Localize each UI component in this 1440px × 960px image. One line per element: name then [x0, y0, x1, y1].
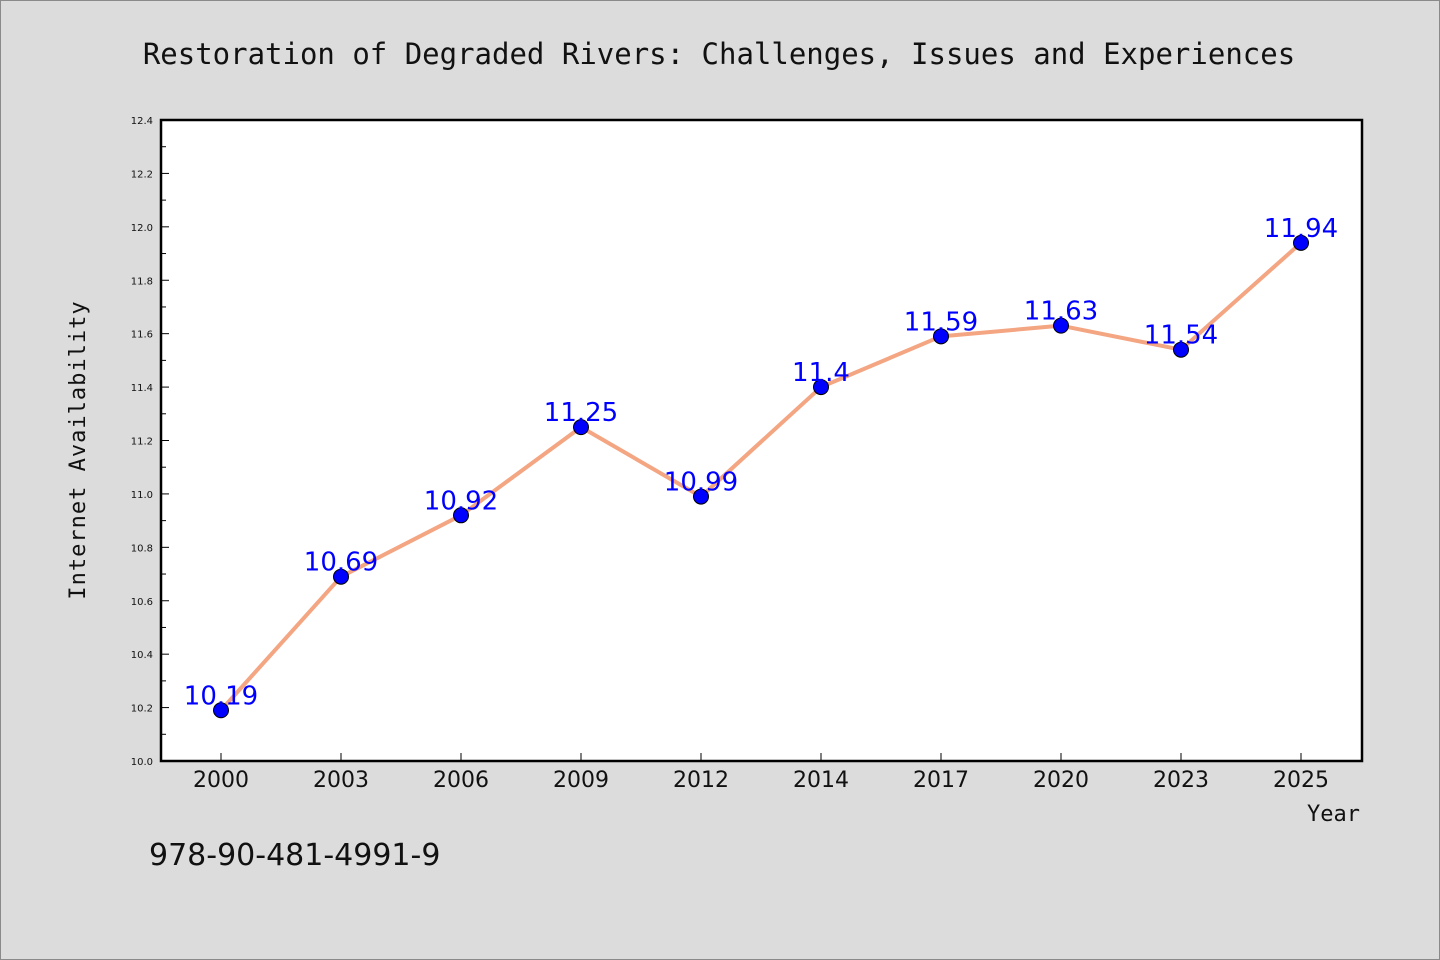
- y-tick-label: 12.2: [131, 169, 153, 180]
- isbn-text: 978-90-481-4991-9: [149, 838, 440, 873]
- data-point: [573, 419, 589, 436]
- data-point: [693, 488, 709, 505]
- x-tick-label: 2025: [1273, 768, 1329, 793]
- data-label: 11.25: [544, 398, 618, 428]
- series-line: [219, 241, 1303, 712]
- data-point: [933, 328, 949, 345]
- data-label: 10.19: [184, 681, 258, 711]
- data-label: 10.92: [424, 486, 498, 516]
- data-point: [1053, 317, 1069, 334]
- x-tick-label: 2009: [553, 768, 609, 793]
- data-point: [213, 702, 229, 719]
- y-axis: 10.0 10.2 10.4 10.6 10.8 11.0 11.2 11.4 11.6 11.8…: [131, 116, 169, 768]
- x-axis: 2000 2003 2006 2009 2012 2014 2017 2020 2023 2025: [193, 753, 1329, 793]
- data-label: 11.4: [792, 358, 850, 388]
- y-tick-label: 11.2: [131, 437, 153, 448]
- y-tick-label: 10.2: [131, 704, 153, 715]
- x-tick-label: 2012: [673, 768, 729, 793]
- y-axis-label: Internet Availability: [66, 300, 91, 599]
- data-series: 10.19 10.69 10.92 11.25 10.99 11.4 11.59 11.63 1…: [184, 214, 1338, 719]
- y-tick-label: 11.0: [131, 490, 153, 501]
- data-label: 11.94: [1264, 214, 1338, 244]
- y-tick-label: 10.8: [131, 543, 153, 554]
- y-tick-label: 11.8: [131, 276, 153, 287]
- data-point: [333, 568, 349, 585]
- x-tick-label: 2014: [793, 768, 849, 793]
- x-tick-label: 2023: [1153, 768, 1209, 793]
- data-point: [1293, 234, 1309, 251]
- x-tick-label: 2006: [433, 768, 489, 793]
- x-tick-label: 2020: [1033, 768, 1089, 793]
- y-tick-label: 10.0: [131, 757, 153, 768]
- y-tick-label: 11.6: [131, 330, 153, 341]
- data-point: [813, 379, 829, 396]
- data-label: 11.59: [904, 307, 978, 337]
- chart-title: Restoration of Degraded Rivers: Challeng…: [143, 37, 1295, 71]
- x-tick-label: 2000: [193, 768, 249, 793]
- x-tick-label: 2017: [913, 768, 969, 793]
- data-label: 11.63: [1024, 297, 1098, 327]
- data-point: [1173, 341, 1189, 358]
- y-tick-label: 11.4: [131, 383, 153, 394]
- y-tick-label: 10.4: [131, 650, 153, 661]
- x-tick-label: 2003: [313, 768, 369, 793]
- y-tick-label: 12.4: [131, 116, 153, 127]
- y-tick-label: 10.6: [131, 597, 153, 608]
- data-label: 10.69: [304, 548, 378, 578]
- data-label: 10.99: [664, 468, 738, 498]
- data-label: 11.54: [1144, 321, 1218, 351]
- data-point: [453, 507, 469, 524]
- x-axis-label: Year: [1307, 802, 1360, 827]
- y-tick-label: 12.0: [131, 223, 153, 234]
